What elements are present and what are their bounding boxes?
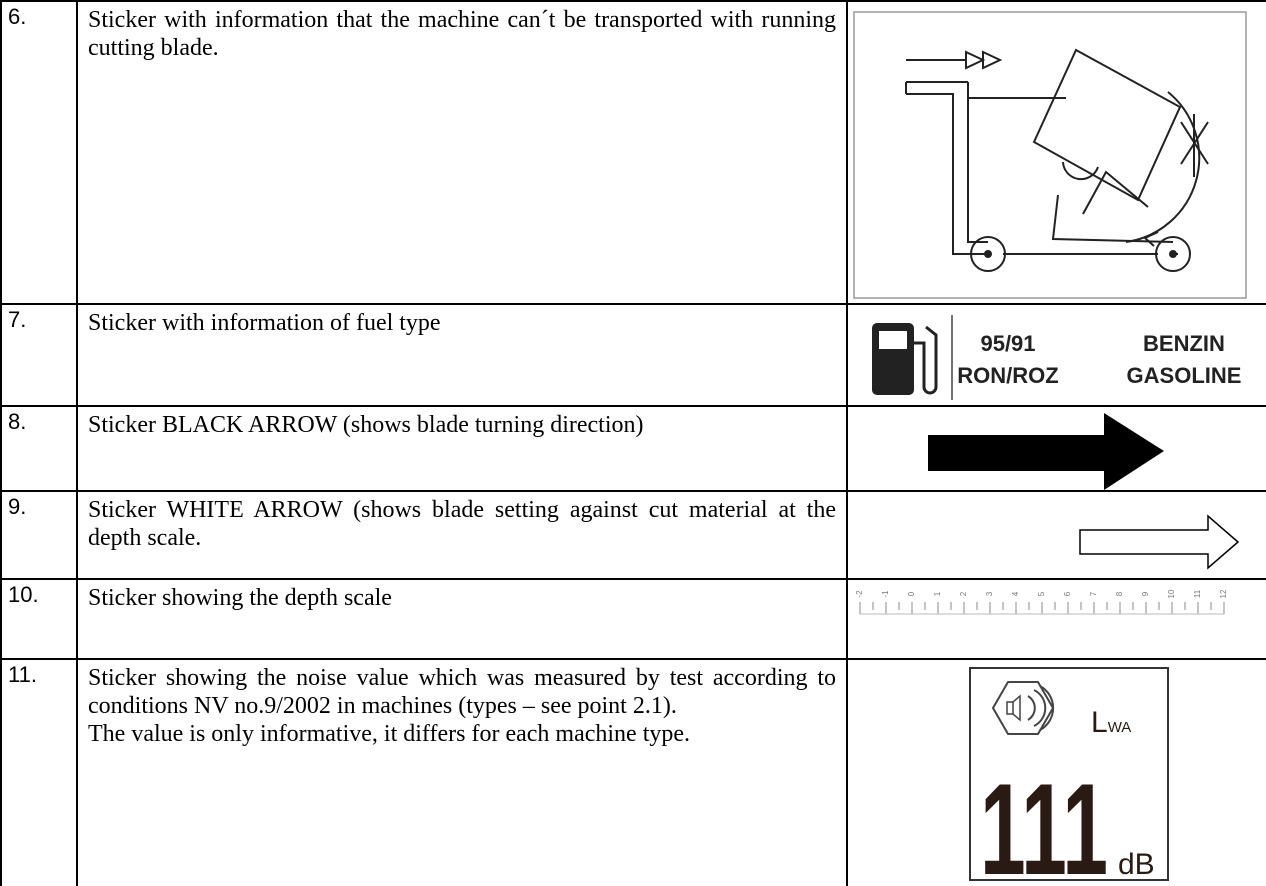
row-text: Sticker showing the noise value which wa… xyxy=(78,660,848,886)
row-text: Sticker BLACK ARROW (shows blade turning… xyxy=(78,407,848,490)
paragraph: Sticker showing the noise value which wa… xyxy=(88,665,836,719)
scale-label: 7 xyxy=(1089,591,1098,596)
table-row: 6. Sticker with information that the mac… xyxy=(0,0,1266,303)
black-arrow xyxy=(928,413,1164,490)
sticker-cell xyxy=(848,407,1266,490)
noise-value: 111 xyxy=(980,756,1108,886)
sticker-cell: -2 -1 0 1 2 3 4 5 6 7 8 9 10 11 12 xyxy=(848,580,1266,658)
scale-label: 10 xyxy=(1167,589,1176,598)
fuel-octane-unit: RON/ROZ xyxy=(957,363,1058,388)
table-row: 9. Sticker WHITE ARROW (shows blade sett… xyxy=(0,490,1266,578)
scale-label: 2 xyxy=(959,591,968,596)
scale-label: -1 xyxy=(881,590,890,598)
paragraph: The value is only informative, it differ… xyxy=(88,721,691,747)
row-number: 11. xyxy=(0,660,78,886)
noise-symbol-letter: L xyxy=(1091,706,1108,739)
scale-label: 11 xyxy=(1193,589,1202,598)
table-row: 7. Sticker with information of fuel type… xyxy=(0,303,1266,405)
scale-label: 5 xyxy=(1037,591,1046,596)
scale-label: 0 xyxy=(907,591,916,596)
scale-label: 6 xyxy=(1063,591,1072,596)
scale-label: 8 xyxy=(1115,591,1124,596)
row-number: 6. xyxy=(0,2,78,303)
scale-label: 12 xyxy=(1219,589,1228,598)
table-row: 10. Sticker showing the depth scale -2 -1… xyxy=(0,578,1266,658)
sticker-cell: LWA 111 dB xyxy=(848,660,1266,886)
paragraph: Sticker with information of fuel type xyxy=(88,310,441,336)
paragraph: Sticker with information that the machin… xyxy=(88,7,836,61)
table-row: 8. Sticker BLACK ARROW (shows blade turn… xyxy=(0,405,1266,490)
scale-label: 9 xyxy=(1141,591,1150,596)
noise-unit: dB xyxy=(1118,848,1155,881)
noise-symbol-subscript: WA xyxy=(1108,719,1132,736)
fuel-sticker: 95/91 RON/ROZ BENZIN GASOLINE xyxy=(872,315,1242,400)
paragraph: Sticker WHITE ARROW (shows blade setting… xyxy=(88,497,836,551)
row-text: Sticker showing the depth scale xyxy=(78,580,848,658)
row-number: 9. xyxy=(0,492,78,578)
depth-scale: -2 -1 0 1 2 3 4 5 6 7 8 9 10 11 12 xyxy=(855,589,1228,615)
transport-sticker xyxy=(853,11,1247,299)
border xyxy=(0,0,2,886)
row-number: 10. xyxy=(0,580,78,658)
sticker-cell: 95/91 RON/ROZ BENZIN GASOLINE xyxy=(848,305,1266,405)
fuel-name-en: GASOLINE xyxy=(1127,363,1242,388)
paragraph: Sticker showing the depth scale xyxy=(88,585,392,611)
row-text: Sticker with information of fuel type xyxy=(78,305,848,405)
sticker-cell xyxy=(848,492,1266,578)
scale-label: 3 xyxy=(985,591,994,596)
noise-sticker: LWA 111 dB xyxy=(969,667,1169,886)
table-row: 11. Sticker showing the noise value whic… xyxy=(0,658,1266,886)
scale-label: 4 xyxy=(1011,591,1020,596)
row-text: Sticker with information that the machin… xyxy=(78,2,848,303)
sticker-cell xyxy=(848,2,1266,303)
white-arrow xyxy=(1079,514,1240,570)
fuel-octane: 95/91 xyxy=(980,331,1035,356)
fuel-name: BENZIN xyxy=(1143,331,1225,356)
row-number: 7. xyxy=(0,305,78,405)
paragraph: Sticker BLACK ARROW (shows blade turning… xyxy=(88,412,644,438)
row-number: 8. xyxy=(0,407,78,490)
row-text: Sticker WHITE ARROW (shows blade setting… xyxy=(78,492,848,578)
scale-label: 1 xyxy=(933,591,942,596)
noise-symbol: LWA xyxy=(1091,706,1131,739)
scale-label: -2 xyxy=(855,590,864,598)
